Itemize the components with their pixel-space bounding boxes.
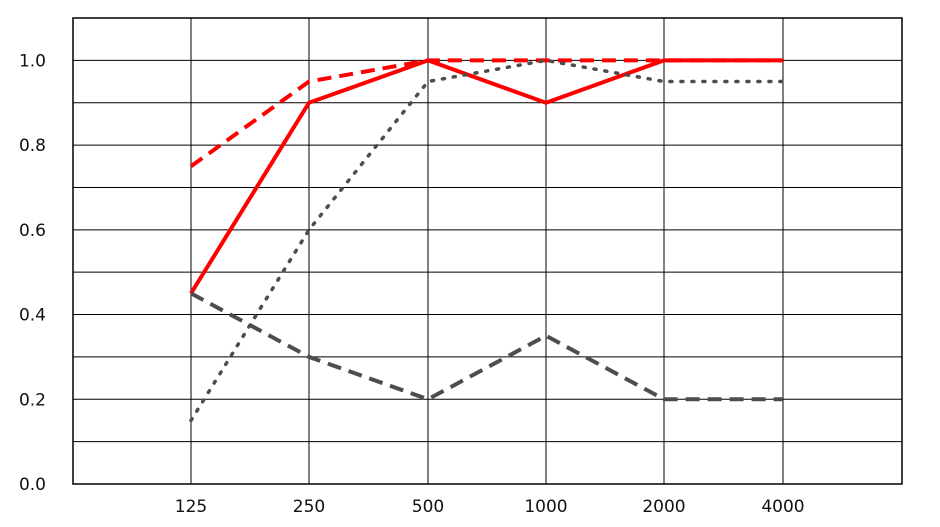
y-tick-label: 0.2 [19, 390, 46, 410]
series-line-2 [189, 58, 783, 168]
series-line-3 [189, 58, 785, 423]
series-line-4 [190, 291, 783, 402]
x-tick-label: 2000 [642, 497, 685, 517]
y-tick-label: 0.4 [19, 306, 46, 326]
y-tick-label: 0.0 [19, 475, 46, 495]
y-tick-label: 0.8 [19, 136, 46, 156]
x-tick-label: 250 [293, 497, 325, 517]
chart-grid [73, 18, 902, 484]
chart-series [189, 58, 785, 423]
y-tick-label: 1.0 [19, 51, 46, 71]
x-tick-label: 4000 [761, 497, 804, 517]
x-axis-labels: 125 250 500 1000 2000 4000 [175, 497, 805, 517]
plot-frame [72, 17, 903, 485]
y-axis-labels: 0.0 0.2 0.4 0.6 0.8 1.0 [19, 51, 46, 495]
x-tick-label: 1000 [524, 497, 567, 517]
y-tick-label: 0.6 [19, 221, 46, 241]
series-line-1 [189, 58, 783, 295]
x-tick-label: 125 [175, 497, 207, 517]
x-tick-label: 500 [412, 497, 444, 517]
